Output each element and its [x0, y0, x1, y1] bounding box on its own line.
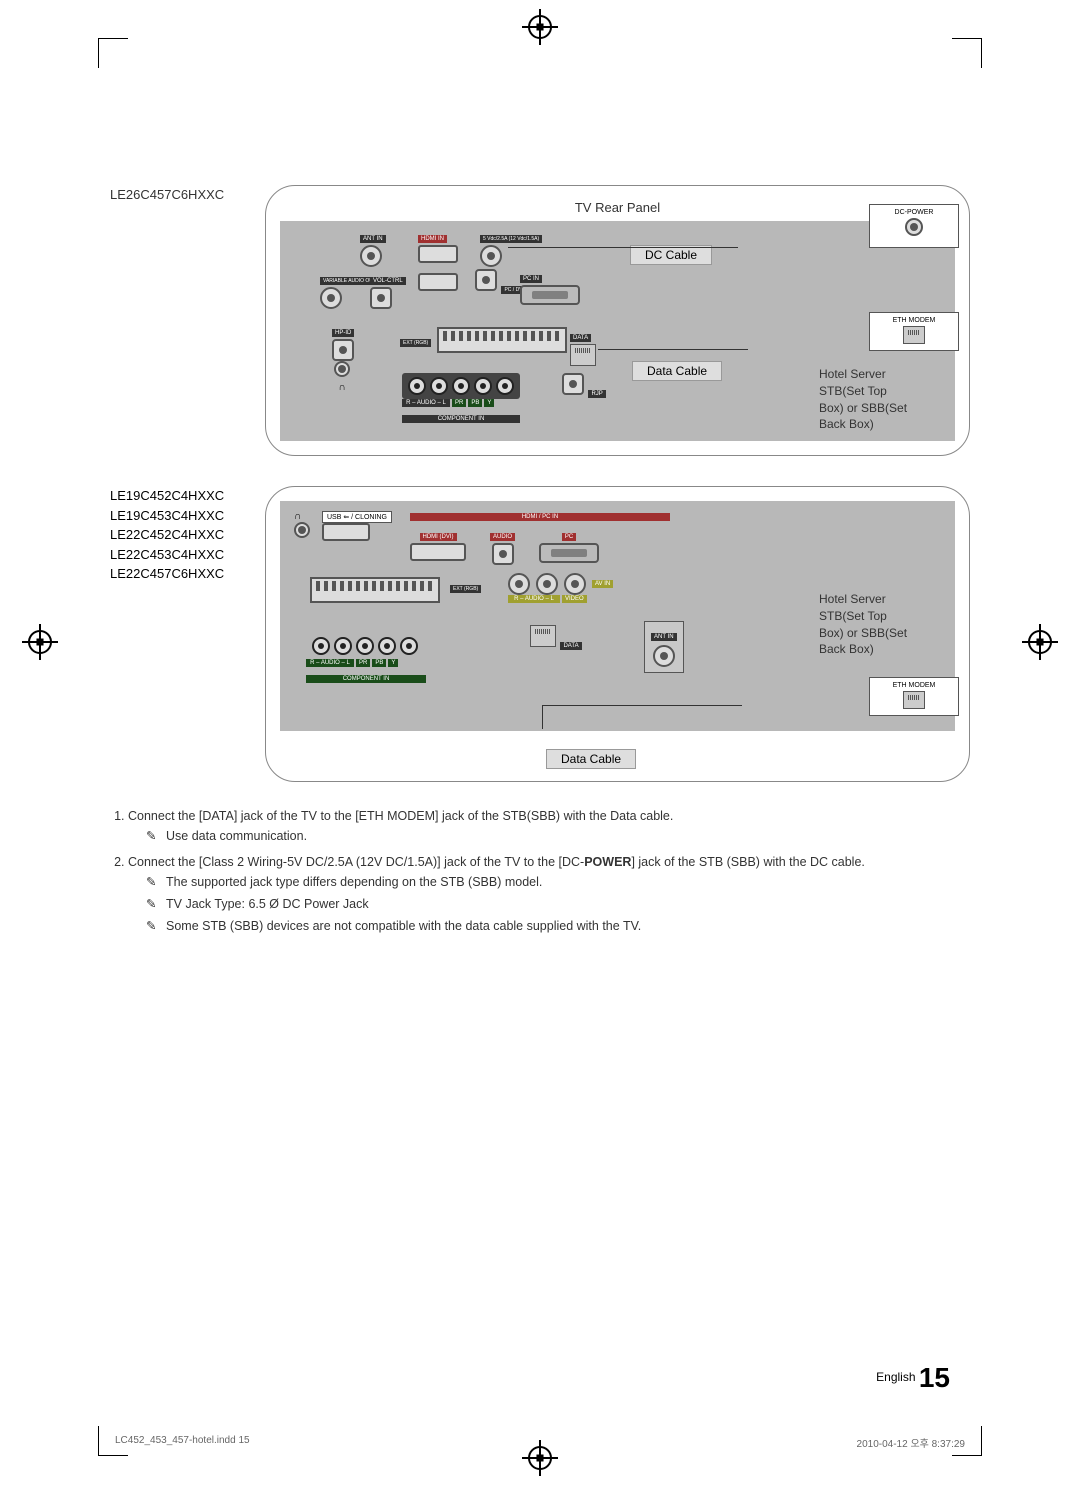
ant-in-port-2: [653, 645, 675, 667]
instructions: Connect the [DATA] jack of the TV to the…: [110, 806, 970, 936]
audio-rl-label: R – AUDIO – L: [402, 399, 450, 407]
print-footer: LC452_453_457-hotel.indd 15 2010-04-12 오…: [115, 1435, 965, 1450]
av-in-label: AV IN: [592, 580, 613, 588]
audio-rl-c-label: R – AUDIO – L: [306, 659, 354, 667]
eth-modem-text-1: ETH MODEM: [876, 317, 952, 324]
hdmi-port-2: [410, 543, 466, 561]
audio-port-2: [492, 543, 514, 565]
rjp-port: [562, 373, 584, 395]
instruction-2-post: ] jack of the STB (SBB) with the DC cabl…: [631, 855, 864, 869]
data-label-2: DATA: [560, 642, 581, 650]
note-2a: The supported jack type differs dependin…: [166, 875, 542, 889]
registration-mark-left: [28, 630, 52, 654]
dc-class-label: 5 Vdc/2.5A (12 Vdc/1.5A): [480, 235, 542, 243]
vga-port: [520, 285, 580, 305]
data-label: DATA: [570, 334, 591, 342]
hdmi-in-label: HDMI IN: [418, 235, 447, 243]
footer-lang: English: [876, 1370, 915, 1384]
pcin-label: PC IN: [520, 275, 542, 283]
variable-port: [320, 287, 342, 309]
callout-2: Hotel ServerSTB(Set TopBox) or SBB(SetBa…: [819, 591, 959, 658]
model-2-2: LE22C452C4HXXC: [110, 525, 255, 545]
hpid-port: [332, 339, 354, 361]
diagram-1: TV Rear Panel ANT IN HDMI IN 5 Vdc/2.5A …: [265, 185, 970, 456]
eth-modem-box-2: ETH MODEM: [869, 677, 959, 716]
hpid-label: HP-ID: [332, 329, 354, 337]
note-2b: TV Jack Type: 6.5 Ø DC Power Jack: [166, 897, 369, 911]
data-port: [570, 344, 596, 366]
crop-mark-tr: [952, 38, 982, 68]
usb-label: USB ⇐ / CLONING: [322, 511, 392, 523]
ant-in-label-2: ANT IN: [651, 633, 677, 641]
note-icon: ✎: [146, 916, 162, 936]
diagram-2: ∩ USB ⇐ / CLONING HDMI / PC IN HDMI (DVI…: [265, 486, 970, 782]
registration-mark-right: [1028, 630, 1052, 654]
hdmi-2-port: [418, 273, 458, 291]
ext-rgb-label-2: EXT (RGB): [450, 585, 481, 593]
data-cable-label-1: Data Cable: [632, 361, 722, 381]
crop-mark-tl: [98, 38, 128, 68]
registration-mark-top: [528, 15, 552, 39]
model-2-4: LE22C457C6HXXC: [110, 564, 255, 584]
hp-port-2: [294, 522, 310, 538]
volctrl-port: [370, 287, 392, 309]
av-audio-r: [508, 573, 530, 595]
callout-1: Hotel ServerSTB(Set TopBox) or SBB(SetBa…: [819, 366, 959, 433]
page-footer: English 15: [876, 1362, 950, 1394]
usb-port: [322, 523, 370, 541]
hdmi-in-port: [418, 245, 458, 263]
print-file: LC452_453_457-hotel.indd 15: [115, 1435, 250, 1450]
print-time: 2010-04-12 오후 8:37:29: [857, 1435, 965, 1450]
component-row: [402, 373, 520, 399]
instruction-2-bold: POWER: [584, 855, 631, 869]
hdmi-dvi-label: HDMI (DVI): [420, 533, 457, 541]
audio-label-2: AUDIO: [490, 533, 515, 541]
instruction-1-text: Connect the [DATA] jack of the TV to the…: [128, 809, 673, 823]
audio-rl-label-2: R – AUDIO – L: [508, 595, 560, 603]
data-cable-label-2: Data Cable: [546, 749, 636, 769]
ant-in-label: ANT IN: [360, 235, 386, 243]
pcdvi-port: [475, 269, 497, 291]
instruction-2-pre: Connect the [Class 2 Wiring-5V DC/2.5A (…: [128, 855, 584, 869]
component-label-2: COMPONENT IN: [306, 675, 426, 683]
pc-label-2: PC: [562, 533, 576, 541]
video-label: VIDEO: [562, 595, 587, 603]
diagram-1-title: TV Rear Panel: [280, 200, 955, 215]
note-icon: ✎: [146, 894, 162, 914]
instruction-1: Connect the [DATA] jack of the TV to the…: [128, 806, 970, 846]
av-audio-l: [536, 573, 558, 595]
note-icon: ✎: [146, 826, 162, 846]
component-row-2: [306, 633, 424, 659]
rjp-label: RJP: [588, 390, 605, 398]
ant-in-port: [360, 245, 382, 267]
footer-page-number: 15: [919, 1362, 950, 1393]
dc-out-port: [480, 245, 502, 267]
instruction-2: Connect the [Class 2 Wiring-5V DC/2.5A (…: [128, 852, 970, 936]
note-1: Use data communication.: [166, 829, 307, 843]
component-label: COMPONENT IN: [402, 415, 520, 423]
eth-modem-text-2: ETH MODEM: [876, 682, 952, 689]
vga-port-2: [539, 543, 599, 563]
model-2-1: LE19C453C4HXXC: [110, 506, 255, 526]
model-label-1: LE26C457C6HXXC: [110, 185, 255, 205]
model-list-2: LE19C452C4HXXC LE19C453C4HXXC LE22C452C4…: [110, 486, 255, 584]
eth-modem-box-1: ETH MODEM: [869, 312, 959, 351]
data-port-2: [530, 625, 556, 647]
dc-power-box: DC-POWER: [869, 204, 959, 248]
ext-rgb-label: EXT (RGB): [400, 339, 431, 347]
hdmi-pc-label: HDMI / PC IN: [410, 513, 670, 521]
volctrl-label: VOL-CTRL: [370, 277, 406, 285]
dc-cable-label: DC Cable: [630, 245, 712, 265]
av-video: [564, 573, 586, 595]
headphone-port: [334, 361, 350, 377]
model-2-3: LE22C453C4HXXC: [110, 545, 255, 565]
model-2-0: LE19C452C4HXXC: [110, 486, 255, 506]
dc-power-text: DC-POWER: [876, 209, 952, 216]
note-icon: ✎: [146, 872, 162, 892]
note-2c: Some STB (SBB) devices are not compatibl…: [166, 919, 641, 933]
